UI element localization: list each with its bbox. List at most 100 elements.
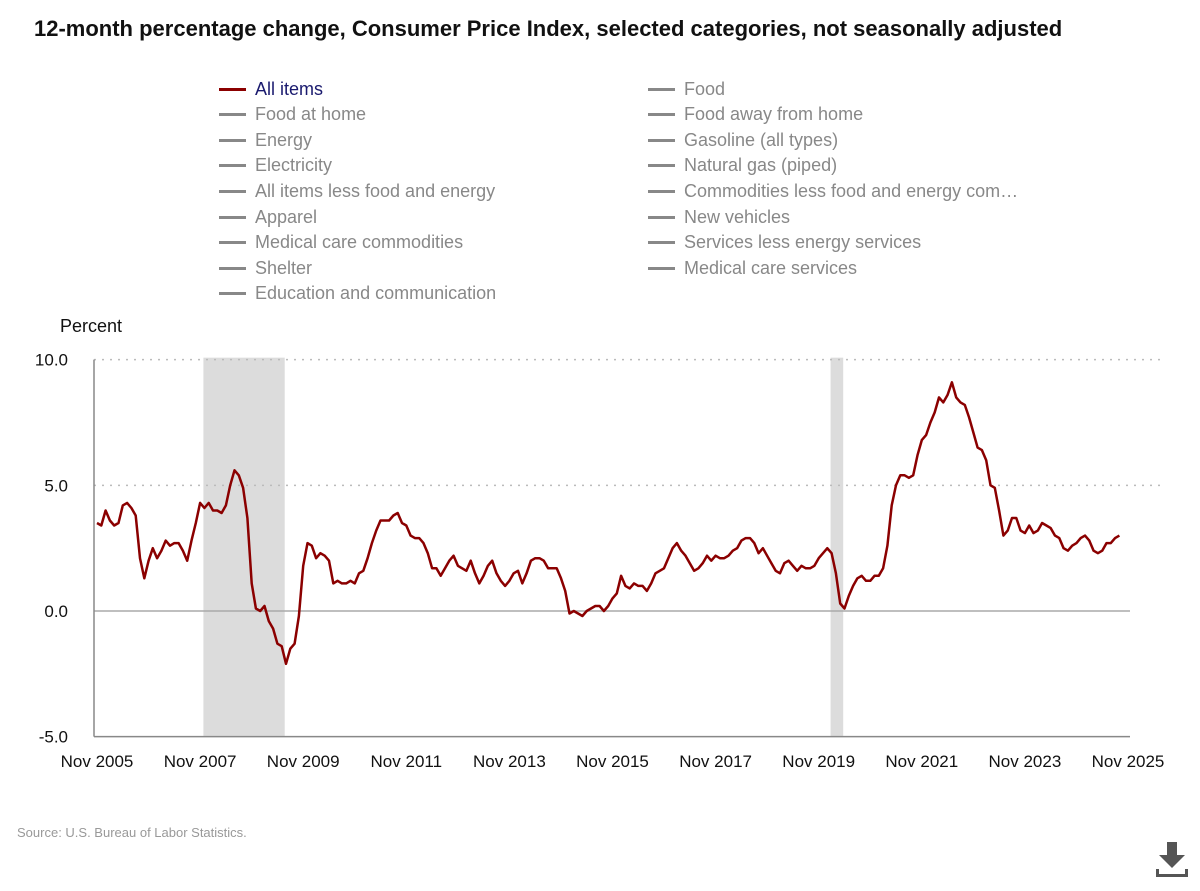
data-point	[602, 609, 606, 613]
legend-item[interactable]: New vehicles	[648, 205, 790, 229]
data-point	[443, 566, 447, 570]
data-point	[254, 606, 258, 610]
data-point	[129, 506, 133, 510]
data-point	[868, 579, 872, 583]
data-point	[701, 561, 705, 565]
data-point	[804, 566, 808, 570]
legend-label: Electricity	[255, 155, 333, 176]
data-point	[340, 581, 344, 585]
data-point	[258, 609, 262, 613]
data-point	[958, 400, 962, 404]
download-button[interactable]	[1156, 842, 1188, 878]
data-point	[486, 564, 490, 568]
data-point	[632, 581, 636, 585]
data-point	[593, 604, 597, 608]
data-point	[920, 438, 924, 442]
data-point	[1113, 536, 1117, 540]
legend-item[interactable]: Services less energy services	[648, 231, 921, 255]
data-point	[164, 538, 168, 542]
data-point	[464, 569, 468, 573]
legend-item[interactable]: Education and communication	[219, 282, 496, 306]
legend-item[interactable]: Commodities less food and energy com…	[648, 179, 1018, 203]
data-point	[305, 541, 309, 545]
data-point	[421, 541, 425, 545]
data-point	[1117, 533, 1121, 537]
data-point	[675, 541, 679, 545]
data-point	[310, 543, 314, 547]
data-point	[267, 619, 271, 623]
data-point	[481, 574, 485, 578]
data-point	[271, 626, 275, 630]
legend-swatch	[648, 138, 675, 142]
data-point	[524, 571, 528, 575]
legend-swatch	[219, 164, 246, 168]
legend-item[interactable]: Energy	[219, 128, 312, 152]
data-point	[567, 611, 571, 615]
legend-label: Medical care services	[684, 257, 858, 278]
legend-swatch	[219, 266, 246, 270]
data-point	[1014, 516, 1018, 520]
data-point	[318, 551, 322, 555]
data-point	[902, 473, 906, 477]
data-point	[709, 559, 713, 563]
data-point	[426, 551, 430, 555]
data-point	[928, 420, 932, 424]
data-point	[1057, 536, 1061, 540]
legend-item[interactable]: Gasoline (all types)	[648, 128, 838, 152]
data-point	[756, 551, 760, 555]
data-point	[219, 511, 223, 515]
data-point	[228, 483, 232, 487]
recession-shading	[203, 357, 844, 737]
legend-item[interactable]: Food at home	[219, 103, 366, 127]
data-point	[155, 556, 159, 560]
data-point	[292, 641, 296, 645]
legend-item[interactable]: Natural gas (piped)	[648, 154, 837, 178]
legend-item[interactable]: Food	[648, 77, 725, 101]
data-point	[722, 556, 726, 560]
legend-swatch	[219, 189, 246, 193]
data-point	[563, 589, 567, 593]
data-point	[95, 521, 99, 525]
legend-item[interactable]: Shelter	[219, 256, 312, 280]
data-point	[138, 556, 142, 560]
data-point	[116, 521, 120, 525]
legend-swatch	[219, 292, 246, 296]
data-point	[202, 506, 206, 510]
data-point	[176, 541, 180, 545]
legend-item[interactable]: Food away from home	[648, 103, 863, 127]
x-tick-label: Nov 2023	[989, 752, 1062, 771]
legend-label: Energy	[255, 129, 313, 150]
data-point	[589, 606, 593, 610]
recession-band	[203, 357, 285, 737]
data-point	[284, 662, 288, 666]
legend-item[interactable]: Medical care commodities	[219, 231, 463, 255]
data-point	[1104, 541, 1108, 545]
data-point	[817, 556, 821, 560]
x-tick-label: Nov 2007	[164, 752, 237, 771]
legend-item[interactable]: All items	[219, 77, 323, 101]
data-point	[847, 594, 851, 598]
legend-item[interactable]: Medical care services	[648, 256, 857, 280]
data-point	[533, 556, 537, 560]
legend-item[interactable]: Apparel	[219, 205, 317, 229]
data-point	[275, 641, 279, 645]
data-point	[1087, 538, 1091, 542]
data-point	[743, 536, 747, 540]
data-point	[438, 574, 442, 578]
legend-item[interactable]: All items less food and energy	[219, 179, 495, 203]
x-tick-label: Nov 2021	[885, 752, 958, 771]
data-point	[597, 604, 601, 608]
x-tick-label: Nov 2017	[679, 752, 752, 771]
data-point	[1036, 528, 1040, 532]
data-point	[490, 559, 494, 563]
legend-swatch	[219, 241, 246, 245]
data-point	[245, 516, 249, 520]
data-point	[881, 566, 885, 570]
data-point	[731, 548, 735, 552]
legend-item[interactable]: Electricity	[219, 154, 332, 178]
data-point	[189, 538, 193, 542]
data-point	[1074, 541, 1078, 545]
data-point	[993, 486, 997, 490]
data-point	[146, 559, 150, 563]
